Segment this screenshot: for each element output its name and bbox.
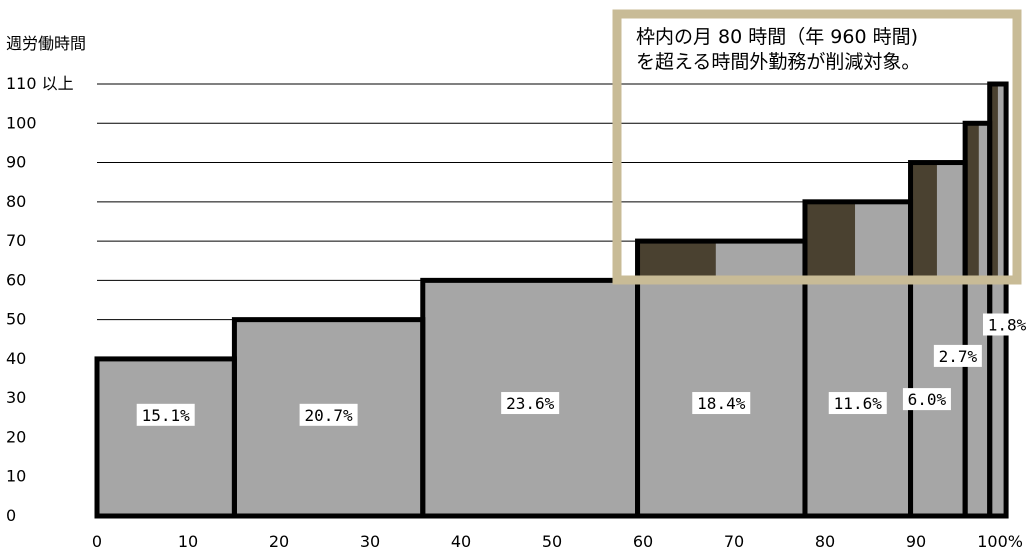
x-tick-label: 80	[815, 532, 835, 551]
highlight-bar-6.0%	[910, 162, 937, 281]
x-tick-label: 50	[542, 532, 562, 551]
percent-label-box	[983, 313, 1027, 336]
annotation-frame	[612, 9, 1022, 285]
y-tick-label: 10	[6, 467, 26, 486]
percent-label: 18.4%	[697, 394, 746, 413]
percent-label-box	[136, 403, 195, 426]
x-tick-label: 60	[633, 532, 653, 551]
percent-label: 15.1%	[142, 406, 191, 425]
y-axis-title: 週労働時間	[6, 34, 86, 53]
percent-label-box	[299, 403, 358, 426]
percent-label-box	[828, 392, 887, 415]
y-tick-label: 0	[6, 506, 16, 525]
x-tick-label: 0	[92, 532, 102, 551]
percent-label: 2.7%	[939, 347, 978, 366]
y-tick-label: 70	[6, 231, 26, 250]
percent-label-box	[501, 392, 560, 415]
percent-label: 1.8%	[988, 315, 1027, 334]
annotation-line-1: 枠内の月 80 時間（年 960 時間)	[636, 26, 918, 48]
y-tick-label: 30	[6, 388, 26, 407]
y-tick-label: 20	[6, 427, 26, 446]
percent-label: 11.6%	[834, 394, 883, 413]
x-tick-label: 20	[269, 532, 289, 551]
percent-label-box	[692, 392, 751, 415]
highlight-bar-11.6%	[804, 201, 856, 281]
highlight-bar-1.8%	[989, 84, 998, 281]
y-tick-label: 80	[6, 192, 26, 211]
annotation-box: 枠内の月 80 時間（年 960 時間) を超える時間外勤務が削減対象。	[612, 9, 1022, 285]
x-tick-label: 70	[724, 532, 744, 551]
y-tick-label: 90	[6, 153, 26, 172]
percent-labels: 15.1% 20.7% 23.6% 18.4% 11.6% 6.0% 2.7% 1.8%	[136, 313, 1027, 426]
bars	[97, 84, 1007, 516]
percent-label-box	[902, 388, 951, 411]
y-tick-label: 40	[6, 349, 26, 368]
percent-label: 23.6%	[506, 394, 555, 413]
percent-label-box	[933, 344, 982, 367]
x-tick-label: 30	[360, 532, 380, 551]
y-tick-label: 50	[6, 310, 26, 329]
x-tick-label: 100%	[977, 532, 1023, 551]
percent-label: 20.7%	[305, 406, 354, 425]
percent-label: 6.0%	[908, 390, 947, 409]
y-axis: 週労働時間 0 10 20 30 40 50 60 70 80 90 100 110 以上	[6, 34, 86, 525]
x-tick-label: 10	[178, 532, 198, 551]
bar-15.1%	[97, 358, 235, 516]
highlight-bar-2.7%	[965, 123, 979, 281]
step-outline	[94, 81, 1009, 519]
bar-18.4%	[637, 241, 805, 516]
y-tick-label: 100	[6, 113, 37, 132]
highlight-bar-18.4%	[637, 241, 716, 281]
y-tick-label: 60	[6, 270, 26, 289]
x-tick-label: 90	[906, 532, 926, 551]
highlight-segments	[637, 84, 998, 281]
x-tick-label: 40	[451, 532, 471, 551]
x-axis: 0 10 20 30 40 50 60 70 80 90 100%	[92, 532, 1023, 551]
annotation-line-2: を超える時間外勤務が削減対象。	[636, 51, 920, 73]
y-tick-label: 110 以上	[6, 74, 74, 93]
